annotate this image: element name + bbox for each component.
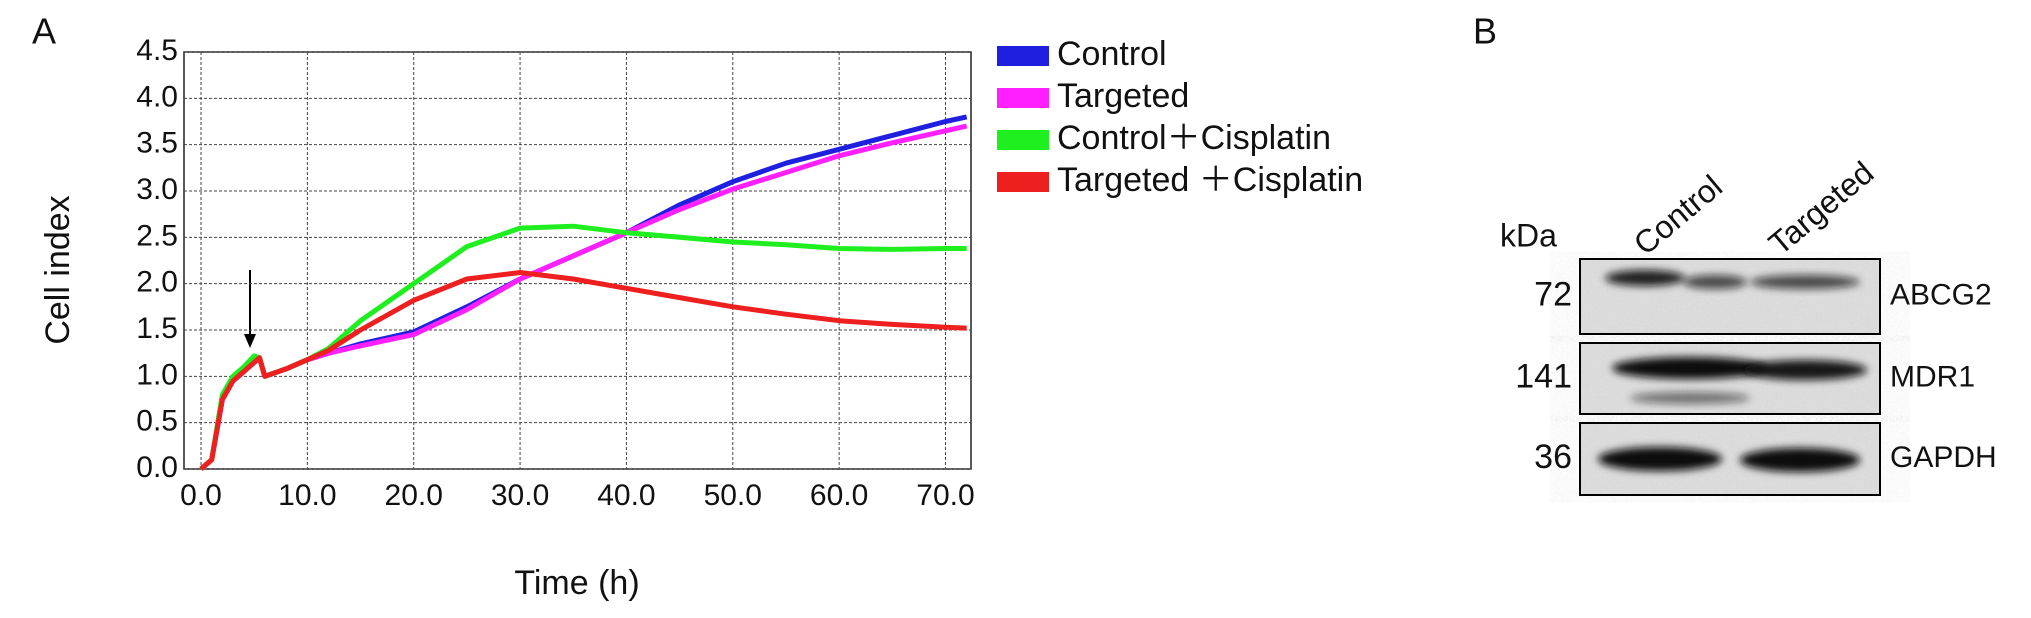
- y-tick-label: 1.5: [136, 312, 178, 345]
- y-tick-label: 3.5: [136, 127, 178, 160]
- lane-label: Targeted: [1762, 154, 1881, 262]
- arrow-head: [244, 334, 256, 348]
- x-tick-label: 70.0: [916, 479, 974, 512]
- blot-band: [1743, 360, 1867, 380]
- series-line: [199, 123, 968, 471]
- legend-label: Control＋Cisplatin: [1057, 119, 1331, 157]
- x-tick-label: 50.0: [704, 479, 762, 512]
- y-tick-label: 4.5: [136, 34, 178, 67]
- blot-protein: ABCG2: [1890, 278, 1992, 311]
- y-tick-label: 0.5: [136, 405, 178, 438]
- blot-protein: MDR1: [1890, 360, 1975, 393]
- blot-band: [1683, 275, 1747, 289]
- blot-size: 36: [1534, 438, 1572, 476]
- y-tick-label: 2.5: [136, 219, 178, 252]
- legend-label: Targeted: [1057, 77, 1189, 115]
- legend-swatch: [997, 88, 1049, 108]
- legend-swatch: [997, 172, 1049, 192]
- x-axis-label: Time (h): [514, 564, 639, 602]
- series-line: [199, 114, 968, 471]
- blot-band: [1612, 357, 1768, 379]
- blot-noise: [1580, 259, 1880, 334]
- legend-label: Control: [1057, 35, 1167, 73]
- panel-label: A: [32, 11, 56, 52]
- western-blot: kDa Control Targeted 72 ABCG2 141 MDR1 36 GAP…: [1500, 154, 1997, 496]
- x-tick-label: 30.0: [491, 479, 549, 512]
- blot-frame: [1579, 342, 1881, 415]
- plot-area: [183, 51, 972, 470]
- legend-swatch: [997, 130, 1049, 150]
- blot-size: 72: [1534, 275, 1572, 313]
- blot-band: [1750, 275, 1860, 289]
- y-tick-label: 3.0: [136, 173, 178, 206]
- legend-label: Targeted ＋Cisplatin: [1057, 161, 1363, 199]
- y-tick-label: 2.0: [136, 266, 178, 299]
- blot-band: [1605, 270, 1685, 286]
- blot-band: [1740, 448, 1860, 472]
- y-tick-label: 4.0: [136, 80, 178, 113]
- blot-band: [1598, 447, 1722, 471]
- blot-band: [1630, 392, 1750, 404]
- x-tick-label: 10.0: [278, 479, 336, 512]
- series-line: [199, 270, 967, 471]
- x-tick-label: 20.0: [385, 479, 443, 512]
- blot-size: 141: [1515, 357, 1572, 395]
- legend-swatch: [997, 46, 1049, 66]
- blot-frame: [1579, 258, 1881, 335]
- y-tick-label: 1.0: [136, 358, 178, 391]
- panel-label: B: [1473, 11, 1497, 52]
- x-tick-label: 60.0: [810, 479, 868, 512]
- y-tick-label: 0.0: [136, 451, 178, 484]
- kda-label: kDa: [1500, 217, 1557, 253]
- blot-frame: [1579, 422, 1881, 496]
- x-tick-label: 0.0: [180, 479, 222, 512]
- lane-label: Control: [1627, 168, 1729, 262]
- y-axis-label: Cell index: [39, 195, 77, 344]
- blot-protein: GAPDH: [1890, 441, 1997, 474]
- series-line: [199, 223, 967, 471]
- x-tick-label: 40.0: [597, 479, 655, 512]
